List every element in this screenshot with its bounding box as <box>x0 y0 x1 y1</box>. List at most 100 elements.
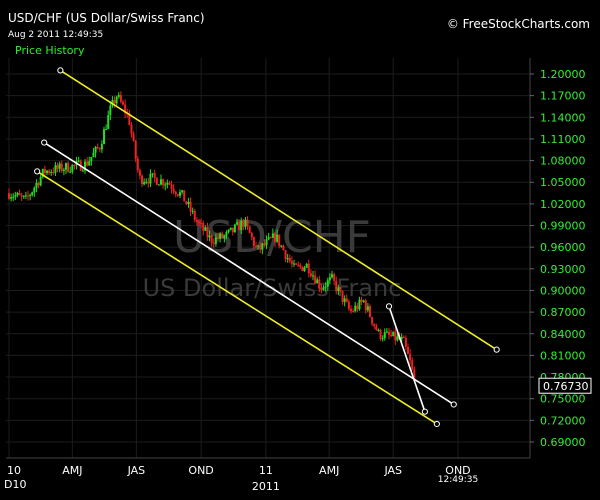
candle <box>208 230 211 242</box>
candle <box>71 164 74 174</box>
candle <box>238 219 241 231</box>
x-tick-label: 10 <box>7 464 21 477</box>
line-handle[interactable] <box>433 420 440 428</box>
line-handle[interactable] <box>385 303 393 310</box>
candle <box>141 174 143 187</box>
long-trend-line[interactable] <box>41 139 457 408</box>
y-tick-label: 1.20000 <box>540 68 586 81</box>
candle <box>274 232 276 247</box>
brand-credit[interactable]: © FreeStockCharts.com <box>447 17 590 31</box>
candle <box>183 190 186 202</box>
candle <box>305 263 308 268</box>
candle <box>299 263 302 270</box>
candle <box>217 232 219 242</box>
x-tick-label: 11 <box>259 464 273 477</box>
candle <box>48 168 51 176</box>
x-tick-label: AMJ <box>62 464 82 477</box>
short-trend-line[interactable] <box>385 303 428 415</box>
candle <box>103 126 105 145</box>
candle <box>373 323 376 330</box>
candle <box>322 284 325 291</box>
last-price-box <box>538 377 592 394</box>
candle <box>316 277 319 284</box>
candle <box>326 277 329 291</box>
y-tick-label: 0.75000 <box>540 393 586 406</box>
candle <box>84 159 86 174</box>
candle <box>267 232 270 241</box>
chart-timestamp: Aug 2 2011 12:49:35 <box>8 30 103 40</box>
candle <box>290 256 293 268</box>
candle <box>409 348 412 365</box>
candle <box>236 218 238 226</box>
candle <box>39 174 42 187</box>
candle <box>160 174 162 186</box>
candle <box>282 244 285 251</box>
candle <box>147 177 150 188</box>
candle <box>58 161 61 173</box>
candle <box>392 331 395 337</box>
drawn-lines <box>34 67 500 428</box>
y-tick-label: 0.69000 <box>540 436 586 449</box>
candle <box>396 333 399 342</box>
candle <box>16 191 19 198</box>
candle <box>100 140 103 153</box>
candle <box>98 147 101 153</box>
y-tick-label: 0.81000 <box>540 349 586 362</box>
candle <box>252 236 255 250</box>
candle <box>301 266 304 272</box>
candle <box>402 335 405 339</box>
candle <box>107 110 110 130</box>
candle <box>339 287 342 293</box>
line-handle[interactable] <box>41 139 48 146</box>
candle <box>233 223 236 234</box>
candle <box>246 216 249 231</box>
candle <box>394 327 397 345</box>
candle <box>124 99 127 119</box>
candle <box>29 193 32 201</box>
candle <box>62 167 65 176</box>
line-handle[interactable] <box>57 67 64 74</box>
candle <box>278 234 281 249</box>
candle <box>261 242 264 255</box>
candle <box>318 275 321 293</box>
line-handle[interactable] <box>450 401 457 408</box>
candle <box>390 330 393 338</box>
candle <box>259 241 262 253</box>
line-handle[interactable] <box>421 408 428 415</box>
candle <box>56 162 59 173</box>
chart-title: USD/CHF (US Dollar/Swiss Franc) <box>8 11 205 25</box>
line-handle[interactable] <box>493 346 500 353</box>
lower-channel-line[interactable] <box>34 168 440 428</box>
candle <box>145 178 148 185</box>
y-tick-label: 0.99000 <box>540 220 586 233</box>
candle <box>345 294 348 303</box>
candle <box>37 181 40 189</box>
candle <box>181 189 184 195</box>
candle <box>198 218 200 227</box>
candle <box>176 193 179 198</box>
candle <box>407 343 409 355</box>
candle <box>223 234 226 243</box>
candle <box>35 179 38 193</box>
candle <box>22 195 25 199</box>
candle <box>307 259 310 278</box>
upper-channel-line[interactable] <box>57 67 500 353</box>
candle <box>172 184 175 195</box>
candle <box>276 229 279 244</box>
candle <box>18 189 21 196</box>
candle <box>10 193 13 202</box>
candle <box>214 233 217 247</box>
candle <box>286 253 289 263</box>
candle <box>242 218 245 231</box>
candle <box>295 262 298 266</box>
candle <box>174 190 177 198</box>
x-tick-label: OND <box>445 464 470 477</box>
candle <box>221 231 224 239</box>
candle <box>371 316 374 327</box>
line-handle[interactable] <box>34 168 41 175</box>
candle <box>90 157 93 166</box>
candle <box>400 333 403 343</box>
candle <box>136 155 139 173</box>
candle <box>248 225 251 234</box>
